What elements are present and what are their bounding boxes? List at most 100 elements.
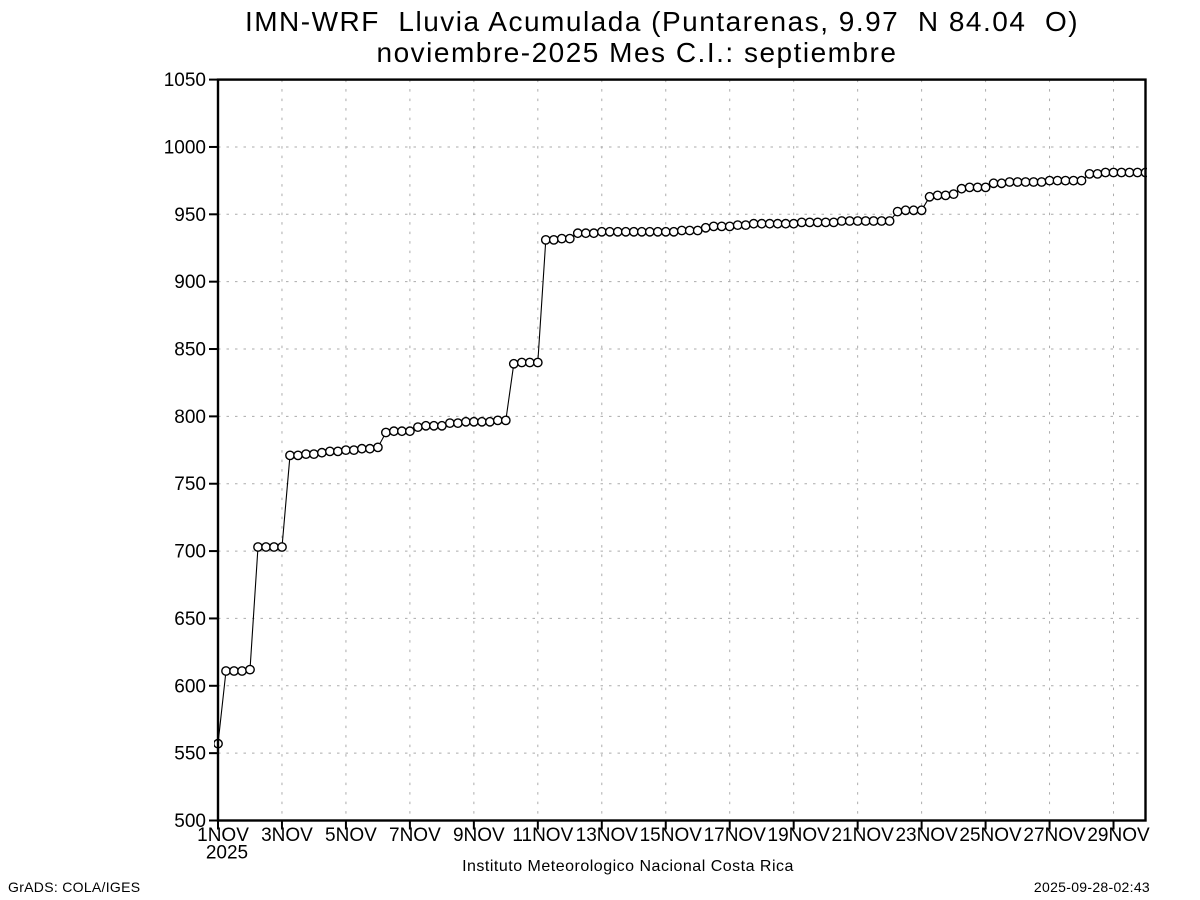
data-point-marker [660, 226, 671, 237]
data-point-marker [964, 182, 975, 193]
data-point-marker [245, 664, 255, 675]
y-tick-label: 1000 [164, 137, 206, 158]
data-point-marker [924, 191, 935, 202]
data-point-marker [261, 542, 271, 552]
plot-frame-rect [216, 78, 1147, 822]
data-point-marker [1076, 175, 1087, 186]
data-point-marker [1012, 177, 1023, 187]
x-tick-label: 25NOV [959, 825, 1022, 846]
data-point-marker [1100, 167, 1111, 178]
data-point-marker [588, 228, 599, 239]
data-point-marker [732, 220, 743, 231]
data-point-marker [301, 449, 311, 459]
data-point-marker [1036, 177, 1047, 187]
data-point-marker [708, 221, 719, 232]
data-point-marker [1060, 175, 1071, 186]
data-point-marker [468, 416, 479, 427]
data-point-marker [636, 226, 647, 237]
data-point-marker [604, 226, 615, 237]
render-timestamp-label: 2025-09-28-02:43 [1034, 879, 1150, 895]
data-point-marker [404, 426, 415, 437]
data-point-marker [1108, 167, 1119, 178]
y-tick-label: 650 [174, 609, 206, 630]
x-tick-label: 7NOV [389, 825, 441, 846]
data-point-marker [444, 418, 455, 428]
data-point-marker [644, 226, 655, 237]
x-tick-label: 29NOV [1087, 825, 1150, 846]
data-point-marker [628, 226, 639, 237]
axis-ticks [209, 78, 1115, 830]
data-point-marker [684, 225, 695, 236]
data-point-marker [724, 221, 735, 232]
data-point-marker [380, 427, 391, 438]
data-point-marker [548, 234, 559, 245]
data-point-marker [253, 542, 263, 552]
plot-frame [216, 78, 1147, 822]
data-point-marker [396, 426, 407, 437]
data-point-marker [229, 666, 239, 676]
data-point-marker [492, 415, 503, 426]
y-tick-label: 600 [174, 676, 206, 697]
data-point-marker [756, 218, 767, 229]
data-point-marker [676, 225, 687, 236]
y-tick-label: 950 [174, 205, 206, 226]
data-point-marker [948, 189, 959, 200]
data-point-marker [908, 205, 919, 216]
data-point-marker [269, 542, 279, 552]
data-point-marker [460, 416, 471, 427]
data-point-marker [1004, 177, 1015, 187]
y-tick-label: 500 [174, 811, 206, 832]
data-point-marker [324, 446, 335, 457]
data-point-marker [484, 416, 495, 427]
data-point-marker [1068, 175, 1079, 186]
y-tick-label: 750 [174, 474, 206, 495]
x-tick-label: 15NOV [640, 825, 703, 846]
data-point-marker [285, 450, 295, 461]
data-point-marker [940, 190, 951, 201]
data-point-marker [1116, 167, 1127, 178]
x-tick-label: 3NOV [261, 825, 313, 846]
data-point-marker [237, 666, 247, 676]
data-point-marker [500, 415, 511, 426]
x-tick-label: 27NOV [1023, 825, 1086, 846]
data-point-marker [372, 442, 383, 453]
y-tick-label: 850 [174, 340, 206, 361]
data-point-marker [612, 226, 623, 237]
axis-tick-labels: 500 550 600 650 700 750 800 850 900 950 1000 1050 1N… [164, 70, 1150, 863]
data-point-marker [892, 206, 903, 217]
x-tick-label: 21NOV [831, 825, 894, 846]
data-point-marker [508, 358, 519, 369]
data-point-marker [221, 666, 231, 676]
data-point-marker [772, 218, 783, 229]
data-point-marker [356, 443, 367, 454]
data-point-marker [420, 420, 431, 431]
data-point-marker [364, 443, 375, 454]
x-tick-label: 13NOV [576, 825, 639, 846]
data-point-marker [884, 216, 895, 226]
data-point-marker [876, 216, 887, 226]
data-point-marker [1028, 177, 1039, 187]
data-point-marker [564, 233, 575, 244]
chart-title: IMN-WRF Lluvia Acumulada (Puntarenas, 9.… [245, 6, 1079, 37]
data-point-marker [844, 216, 855, 226]
data-point-marker [852, 216, 863, 226]
data-point-marker [532, 357, 543, 368]
gridlines [218, 79, 1146, 821]
data-point-marker [540, 234, 551, 245]
data-point-marker [476, 416, 487, 427]
grads-credit-label: GrADS: COLA/IGES [8, 879, 140, 895]
data-point-marker [972, 182, 983, 193]
data-point-marker [700, 222, 711, 233]
data-point-marker [556, 233, 567, 244]
data-point-marker [836, 216, 847, 226]
data-point-marker [516, 357, 527, 368]
data-point-marker [900, 205, 911, 216]
y-tick-label: 900 [174, 272, 206, 293]
data-point-marker [996, 178, 1007, 189]
data-point-marker [293, 450, 303, 461]
x-tick-label: 1NOV [197, 825, 249, 846]
data-point-marker [780, 218, 791, 229]
x-tick-label: 5NOV [325, 825, 377, 846]
data-point-marker [1084, 168, 1095, 179]
x-tick-label: 17NOV [704, 825, 767, 846]
